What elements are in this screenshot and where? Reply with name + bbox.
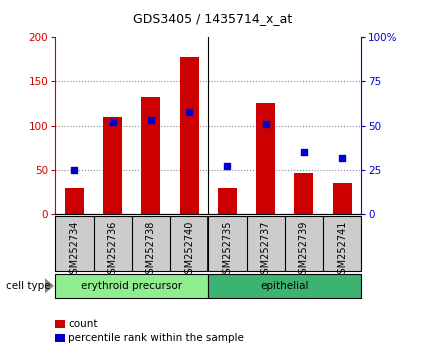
Point — [71, 167, 78, 173]
Point — [339, 155, 346, 160]
FancyBboxPatch shape — [55, 274, 208, 298]
Text: GSM252741: GSM252741 — [337, 220, 347, 280]
Text: GSM252738: GSM252738 — [146, 220, 156, 280]
Text: GSM252739: GSM252739 — [299, 220, 309, 280]
Point — [186, 109, 193, 114]
Text: percentile rank within the sample: percentile rank within the sample — [68, 333, 244, 343]
Point — [147, 118, 154, 123]
Polygon shape — [45, 278, 54, 294]
Text: GSM252740: GSM252740 — [184, 220, 194, 280]
Text: epithelial: epithelial — [261, 281, 309, 291]
Bar — [256, 103, 275, 214]
Bar — [332, 183, 351, 214]
Text: erythroid precursor: erythroid precursor — [81, 281, 182, 291]
Bar — [179, 57, 198, 214]
Bar — [141, 97, 160, 214]
Text: GDS3405 / 1435714_x_at: GDS3405 / 1435714_x_at — [133, 12, 292, 25]
Point — [224, 164, 231, 169]
Point — [109, 119, 116, 125]
Text: cell type: cell type — [6, 281, 51, 291]
Text: GSM252737: GSM252737 — [261, 220, 271, 280]
Bar — [65, 188, 84, 214]
Text: GSM252735: GSM252735 — [222, 220, 232, 280]
Point — [262, 121, 269, 127]
Text: count: count — [68, 319, 97, 329]
Bar — [103, 117, 122, 214]
Text: GSM252734: GSM252734 — [69, 220, 79, 280]
Bar — [218, 188, 237, 214]
Point — [300, 149, 307, 155]
Bar — [294, 173, 313, 214]
FancyBboxPatch shape — [208, 274, 361, 298]
Text: GSM252736: GSM252736 — [108, 220, 118, 280]
